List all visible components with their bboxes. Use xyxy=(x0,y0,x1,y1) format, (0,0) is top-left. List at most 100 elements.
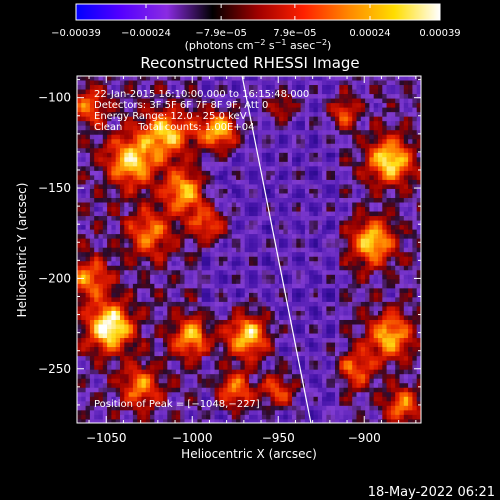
heatmap-cell xyxy=(193,283,198,289)
heatmap-cell xyxy=(382,103,387,108)
heatmap-cell xyxy=(171,329,177,334)
heatmap-cell xyxy=(137,121,142,126)
heatmap-cell xyxy=(382,243,387,248)
heatmap-cell xyxy=(373,288,379,294)
heatmap-cell xyxy=(124,288,129,294)
heatmap-cell xyxy=(330,324,336,330)
heatmap-cell xyxy=(240,292,245,298)
heatmap-cell xyxy=(132,148,138,154)
heatmap-cell xyxy=(347,252,353,258)
heatmap-cell xyxy=(253,166,258,172)
heatmap-cell xyxy=(210,161,215,167)
heatmap-cell xyxy=(163,179,168,185)
heatmap-cell xyxy=(124,179,129,185)
heatmap-cell xyxy=(279,347,284,352)
heatmap-cell xyxy=(399,80,405,86)
heatmap-cell xyxy=(253,283,258,289)
heatmap-cell xyxy=(137,270,142,276)
heatmap-cell xyxy=(184,347,190,352)
heatmap-cell xyxy=(283,338,288,343)
heatmap-cell xyxy=(197,225,202,230)
heatmap-cell xyxy=(266,152,271,158)
heatmap-cell xyxy=(300,297,306,303)
heatmap-cell xyxy=(197,256,202,262)
heatmap-cell xyxy=(395,161,400,167)
heatmap-cell xyxy=(257,234,263,239)
heatmap-cell xyxy=(188,107,194,113)
heatmap-cell xyxy=(231,324,237,330)
heatmap-cell xyxy=(115,130,121,136)
heatmap-cell xyxy=(253,243,258,248)
heatmap-cell xyxy=(309,229,314,235)
heatmap-cell xyxy=(326,265,331,271)
heatmap-cell xyxy=(373,216,379,221)
heatmap-cell xyxy=(279,130,284,136)
heatmap-cell xyxy=(287,121,293,126)
heatmap-cell xyxy=(81,265,86,271)
heatmap-cell xyxy=(115,170,121,176)
heatmap-cell xyxy=(81,112,86,117)
heatmap-cell xyxy=(89,175,95,181)
heatmap-cell xyxy=(201,112,207,117)
heatmap-cell xyxy=(335,202,340,208)
heatmap-cell xyxy=(274,85,280,90)
heatmap-cell xyxy=(214,130,220,136)
heatmap-cell xyxy=(373,283,379,289)
heatmap-cell xyxy=(369,148,374,154)
heatmap-cell xyxy=(403,157,409,163)
heatmap-cell xyxy=(274,112,280,117)
heatmap-cell xyxy=(373,184,379,190)
heatmap-cell xyxy=(249,197,254,203)
heatmap-cell xyxy=(382,324,387,330)
heatmap-cell xyxy=(373,202,379,208)
heatmap-cell xyxy=(236,310,241,316)
heatmap-cell xyxy=(128,265,134,271)
heatmap-cell xyxy=(171,338,177,343)
heatmap-cell xyxy=(107,170,112,176)
heatmap-cell xyxy=(150,193,155,199)
heatmap-cell xyxy=(403,279,409,285)
heatmap-cell xyxy=(322,175,327,181)
heatmap-cell xyxy=(124,184,129,190)
heatmap-cell xyxy=(137,342,142,348)
heatmap-cell xyxy=(218,329,224,334)
heatmap-cell xyxy=(403,256,409,262)
heatmap-cell xyxy=(378,261,383,267)
heatmap-cell xyxy=(180,157,185,163)
heatmap-cell xyxy=(309,134,314,140)
heatmap-cell xyxy=(279,252,284,258)
heatmap-cell xyxy=(120,306,125,312)
heatmap-cell xyxy=(408,170,413,176)
heatmap-cell xyxy=(322,139,327,145)
heatmap-cell xyxy=(257,94,263,99)
heatmap-cell xyxy=(416,170,421,176)
heatmap-cell xyxy=(279,139,284,145)
heatmap-cell xyxy=(339,274,344,280)
heatmap-cell xyxy=(128,107,134,113)
heatmap-cell xyxy=(257,134,263,140)
heatmap-cell xyxy=(180,148,185,154)
heatmap-cell xyxy=(137,319,142,325)
heatmap-cell xyxy=(360,188,366,194)
heatmap-cell xyxy=(145,279,151,285)
heatmap-cell xyxy=(214,292,220,298)
heatmap-cell xyxy=(365,107,370,113)
heatmap-cell xyxy=(111,234,116,239)
heatmap-cell xyxy=(390,211,396,217)
colorbar-tick-label: −0.00039 xyxy=(51,28,101,39)
heatmap-cell xyxy=(231,351,237,357)
heatmap-cell xyxy=(240,98,245,104)
heatmap-cell xyxy=(330,270,336,276)
heatmap-cell xyxy=(214,143,220,149)
heatmap-cell xyxy=(369,107,374,113)
heatmap-cell xyxy=(270,247,276,253)
heatmap-cell xyxy=(309,252,314,258)
heatmap-cell xyxy=(197,351,202,357)
heatmap-cell xyxy=(403,193,409,199)
heatmap-cell xyxy=(360,315,366,321)
heatmap-cell xyxy=(128,134,134,140)
heatmap-cell xyxy=(274,329,280,334)
heatmap-cell xyxy=(287,94,293,99)
heatmap-cell xyxy=(244,211,250,217)
heatmap-cell xyxy=(244,170,250,176)
